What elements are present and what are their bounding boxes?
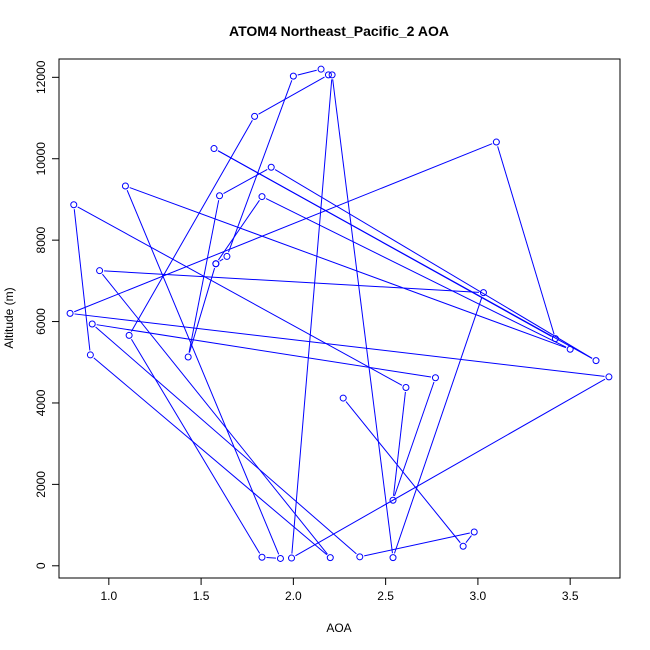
y-tick-label: 6000 [34,308,48,335]
data-point [551,335,559,343]
series-line-segment [74,143,493,313]
series-line-segment [217,150,593,359]
data-point [267,163,275,171]
data-point [339,394,347,402]
series-line-segment [95,326,357,555]
series-line-segment [332,79,393,554]
x-axis-label: AOA [326,621,351,635]
series-layer [66,65,613,562]
series-line-segment [102,273,328,555]
series-line-segment [266,557,276,559]
data-point [223,252,231,260]
series-line-segment [228,80,293,253]
data-point [566,345,574,353]
chart-title: ATOM4 Northeast_Pacific_2 AOA [229,23,449,39]
data-point [317,65,325,73]
series-line-segment [188,200,220,353]
series-line-segment [394,381,435,497]
x-tick-label: 3.5 [562,589,579,603]
x-tick-label: 2.5 [377,589,394,603]
series-line-segment [291,79,333,554]
data-point [470,528,478,536]
series-line-segment [219,258,224,262]
data-point [66,309,74,317]
data-point [88,320,96,328]
data-point [356,553,364,561]
data-point [184,353,192,361]
data-point [431,374,439,382]
series-line-segment [223,169,268,195]
series-line-segment [258,76,325,115]
data-point [459,542,467,550]
series-line-segment [393,296,483,554]
y-axis-label: Altitude (m) [2,287,16,348]
data-point [70,201,78,209]
series-line-segment [364,532,470,557]
x-tick-label: 2.0 [285,589,302,603]
data-point [402,383,410,391]
x-tick-label: 3.0 [470,589,487,603]
y-tick-label: 4000 [34,389,48,416]
series-line-segment [465,535,472,544]
y-tick-label: 0 [34,562,48,569]
series-line-segment [295,378,606,557]
data-point [210,145,218,153]
series-line-segment [131,338,261,554]
data-point [288,554,296,562]
data-point [492,138,500,146]
series-line-segment [74,313,605,377]
data-point [251,112,259,120]
series-line-segment [274,169,593,359]
series-line-segment [96,324,432,378]
data-point [125,331,133,339]
data-point [389,554,397,562]
plot-frame [58,58,621,579]
data-point [479,289,487,297]
series-line-segment [77,206,403,386]
x-tick-label: 1.0 [100,589,117,603]
series-line-segment [497,146,555,335]
series-line-segment [129,187,567,349]
y-tick-label: 8000 [34,226,48,253]
data-point [212,260,220,268]
data-point [389,496,397,504]
data-point [216,192,224,200]
data-point [86,351,94,359]
data-point [326,554,334,562]
data-point [605,373,613,381]
series-line-segment [265,198,567,348]
data-point [328,71,336,79]
x-axis: 1.0 1.5 2.0 2.5 3.0 3.5 [100,578,579,603]
data-point [289,72,297,80]
y-tick-label: 10000 [34,142,48,176]
y-axis: 0 2000 4000 6000 8000 10000 12000 [34,60,59,569]
data-point [121,182,129,190]
series-line-segment [93,357,328,556]
data-point [258,553,266,561]
y-tick-label: 12000 [34,60,48,94]
data-point [258,193,266,201]
series-line-segment [130,120,253,332]
data-point [592,357,600,365]
data-point [96,267,104,275]
series-line-segment [297,69,317,76]
x-tick-label: 1.5 [193,589,210,603]
data-point [276,554,284,562]
y-tick-label: 2000 [34,471,48,498]
series-line-segment [393,391,406,496]
series-line-segment [217,200,260,261]
series-line-segment [73,209,91,351]
data-point [324,71,332,79]
series-line-segment [188,267,216,353]
series-line-segment [126,189,280,555]
